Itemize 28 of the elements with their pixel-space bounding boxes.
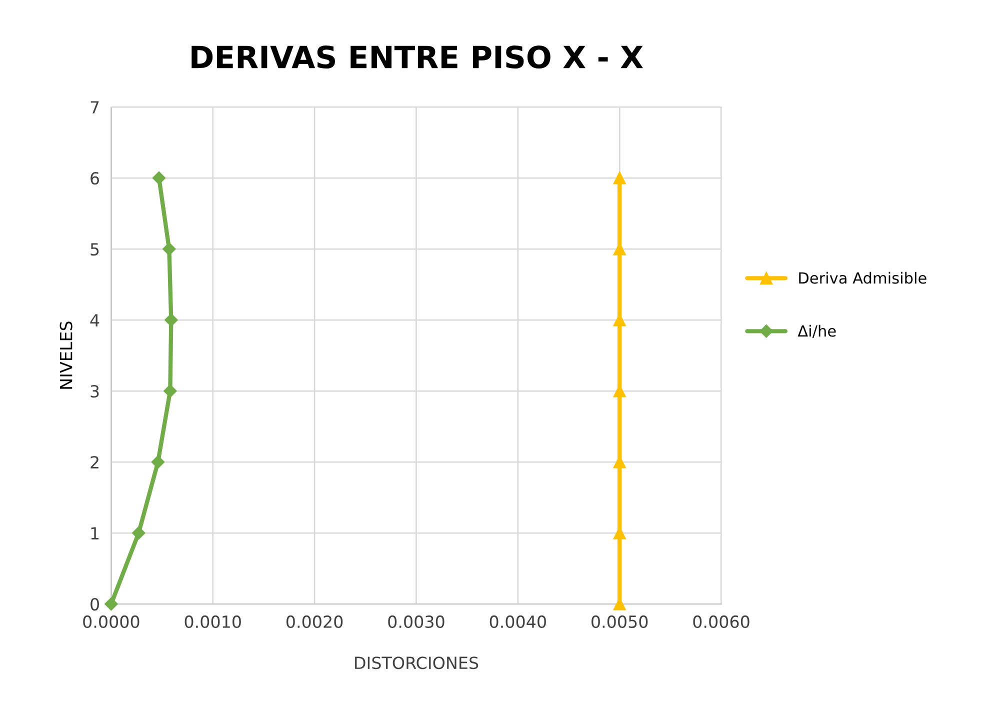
y-tick-label: 6 [90, 172, 100, 185]
point [152, 171, 166, 185]
legend-label: Δi/he [798, 324, 836, 338]
x-tick-label: 0.0040 [490, 615, 546, 628]
x-tick-label: 0.0050 [592, 615, 648, 628]
point [162, 242, 176, 256]
y-tick-label: 7 [90, 101, 99, 114]
x-tick-label: 0.0060 [693, 615, 750, 628]
y-axis-title: NIVELES [60, 322, 72, 389]
legend-label: Deriva Admisible [799, 272, 926, 284]
y-tick-label: 2 [90, 456, 98, 468]
y-tick-label: 1 [91, 527, 99, 540]
x-axis-title: DISTORCIONES [355, 656, 478, 670]
y-tick-label: 0 [90, 598, 99, 611]
point [613, 172, 626, 184]
point [104, 597, 118, 611]
y-tick-label: 3 [90, 384, 99, 398]
x-tick-label: 0.0020 [286, 615, 343, 628]
point [164, 384, 177, 398]
chart-title: DERIVAS ENTRE PISO X - X [192, 45, 644, 69]
y-tick-label: 4 [90, 314, 100, 326]
point [132, 526, 146, 540]
point [151, 455, 165, 469]
point [164, 313, 178, 327]
x-tick-label: 0.0000 [83, 615, 140, 628]
y-tick-label: 5 [90, 243, 99, 256]
x-tick-label: 0.0030 [388, 615, 444, 628]
x-tick-label: 0.0010 [184, 615, 241, 628]
